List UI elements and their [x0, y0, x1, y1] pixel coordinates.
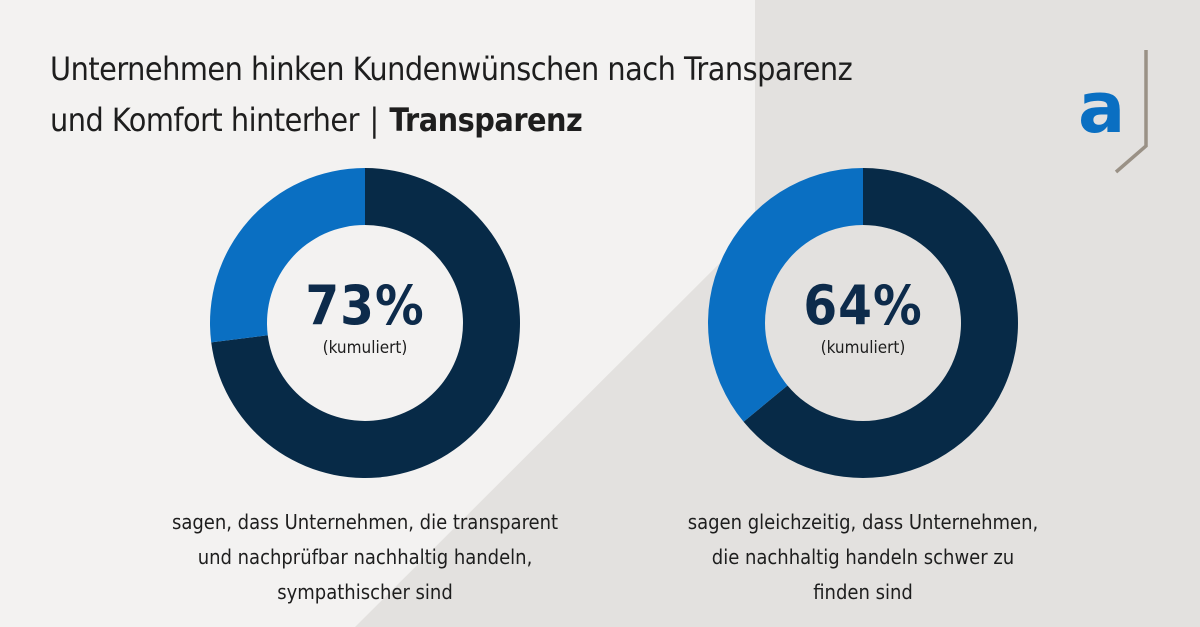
page-title: Unternehmen hinken Kundenwünschen nach T… — [50, 44, 950, 146]
donut-slice-rest — [708, 168, 863, 422]
donut-chart-1 — [210, 168, 520, 478]
donut-slice-main — [743, 168, 1018, 478]
caption-line: sagen gleichzeitig, dass Unternehmen, — [687, 510, 1039, 534]
logo-frame — [1114, 50, 1148, 174]
caption-2: sagen gleichzeitig, dass Unternehmen, di… — [623, 505, 1103, 610]
donut-note: (kumuliert) — [820, 338, 906, 358]
donut-value: 73% — [305, 274, 425, 337]
donut-value: 64% — [803, 274, 923, 337]
donut-center-1: 73% (kumuliert) — [209, 167, 521, 479]
background-shade-diagonal — [355, 228, 755, 627]
donut-note: (kumuliert) — [322, 338, 408, 358]
brand-logo: a — [1078, 50, 1148, 174]
logo-letter: a — [1078, 67, 1125, 149]
caption-line: und nachprüfbar nachhaltig handeln, — [197, 545, 533, 569]
donut-slice-main — [211, 168, 520, 478]
donut-chart-2 — [708, 168, 1018, 478]
title-line-2: und Komfort hinterher | Transparenz — [50, 95, 950, 146]
donut-slice-rest — [210, 168, 365, 343]
caption-line: sagen, dass Unternehmen, die transparent — [171, 510, 559, 534]
title-separator: | — [369, 101, 380, 139]
title-line-1: Unternehmen hinken Kundenwünschen nach T… — [50, 50, 853, 88]
caption-line: finden sind — [813, 580, 913, 604]
title-bold: Transparenz — [389, 101, 583, 139]
caption-line: die nachhaltig handeln schwer zu — [711, 545, 1015, 569]
donut-center-2: 64% (kumuliert) — [707, 167, 1019, 479]
caption-1: sagen, dass Unternehmen, die transparent… — [125, 505, 605, 610]
caption-line: sympathischer sind — [277, 580, 453, 604]
title-line-2-text: und Komfort hinterher — [50, 101, 359, 139]
